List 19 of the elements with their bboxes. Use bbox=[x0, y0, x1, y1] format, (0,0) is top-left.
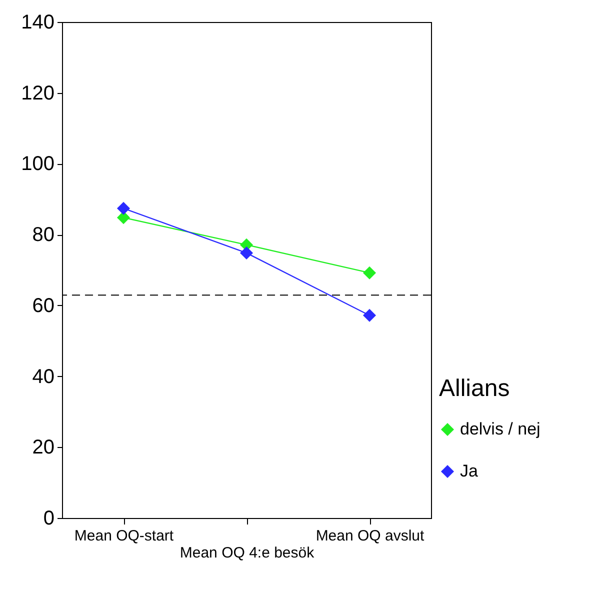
y-tick-label: 20 bbox=[32, 436, 54, 459]
point bbox=[362, 266, 376, 280]
y-tick-label: 60 bbox=[32, 294, 54, 317]
point bbox=[116, 211, 130, 224]
y-tick-label: 0 bbox=[43, 508, 54, 530]
point bbox=[362, 308, 376, 322]
point bbox=[116, 202, 130, 215]
y-tick-label: 140 bbox=[21, 12, 54, 34]
y-tick-label: 120 bbox=[21, 82, 54, 104]
x-tick-label: Mean OQ 4:e besök bbox=[180, 544, 315, 562]
x-tick-label: Mean OQ avslut bbox=[316, 528, 426, 544]
x-tick-label: Mean OQ-start bbox=[74, 528, 174, 544]
y-tick-label: 40 bbox=[32, 366, 54, 388]
point bbox=[240, 246, 254, 260]
legend-label: delvis / nej bbox=[460, 420, 540, 438]
y-tick-label: 100 bbox=[21, 153, 54, 176]
y-tick-label: 80 bbox=[32, 224, 54, 246]
legend-title: Allians bbox=[439, 375, 510, 402]
legend-label: Ja bbox=[460, 462, 478, 480]
